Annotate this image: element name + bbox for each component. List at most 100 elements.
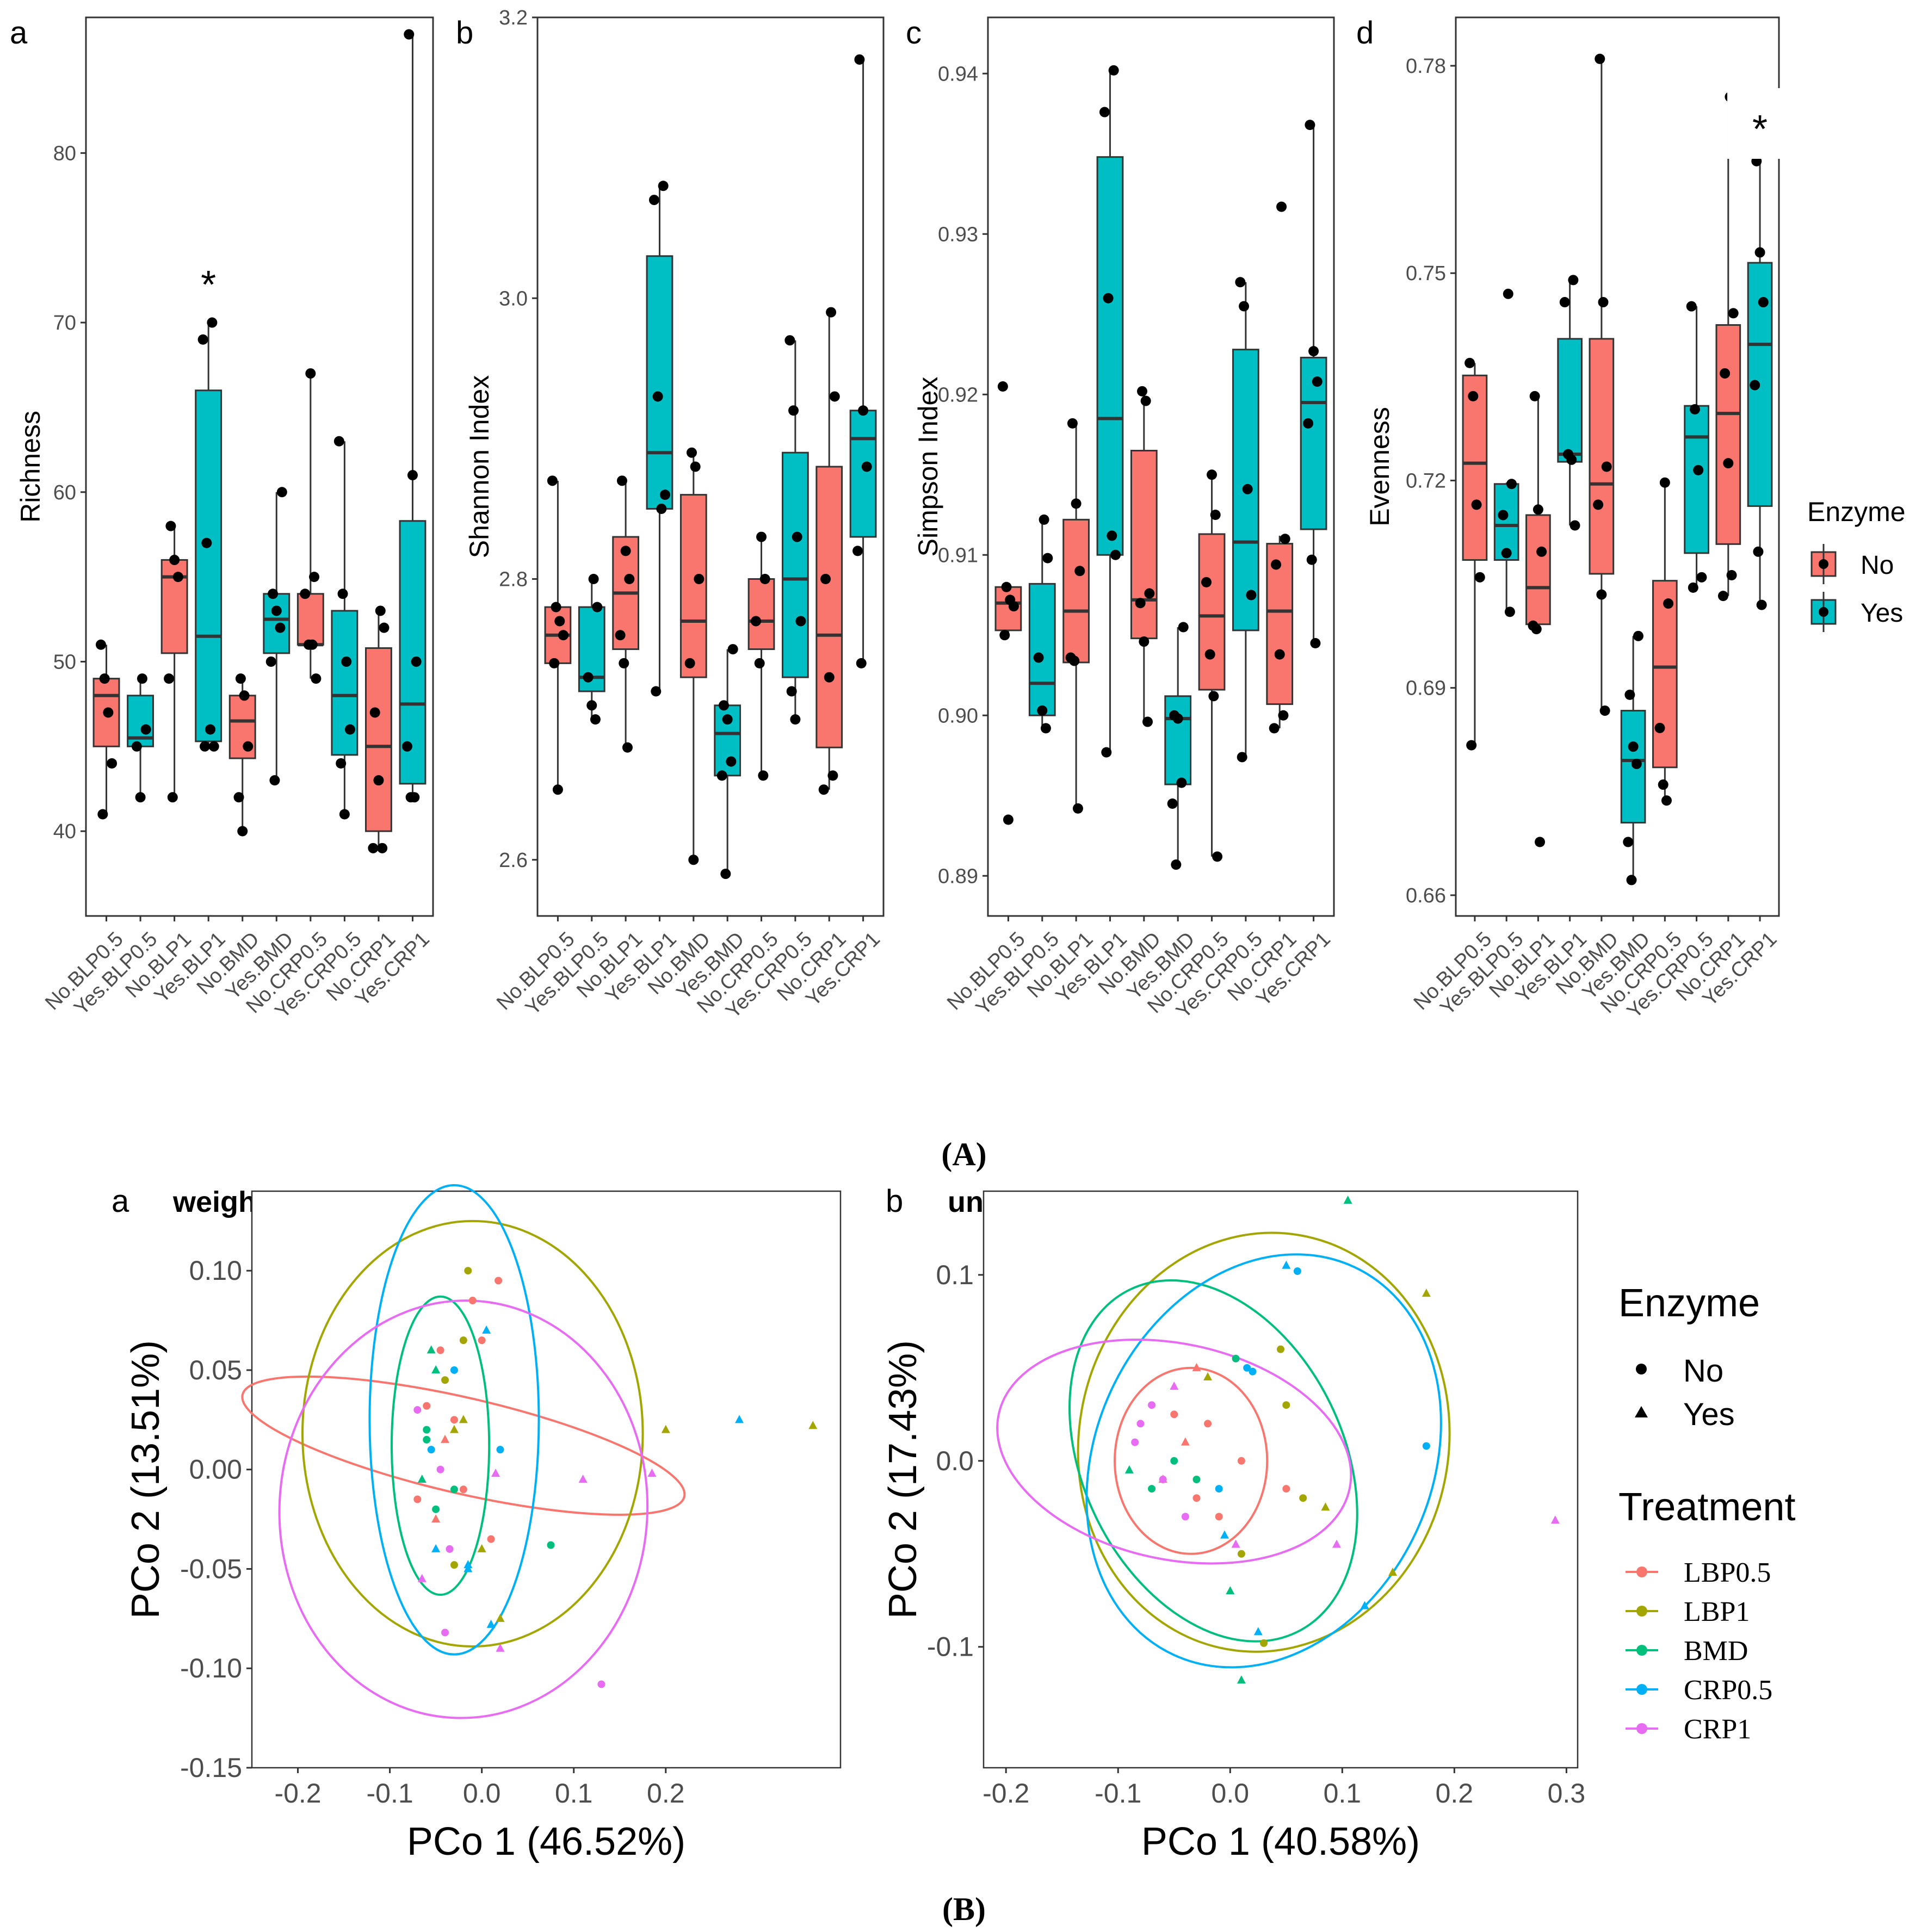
data-point	[1072, 803, 1083, 814]
sample-point-yes	[1332, 1539, 1342, 1548]
data-point	[620, 546, 631, 556]
confidence-ellipse	[1085, 1253, 1442, 1669]
data-point	[1693, 465, 1704, 475]
data-point	[269, 775, 280, 786]
data-point	[1654, 722, 1665, 733]
data-point	[135, 792, 146, 803]
data-point	[651, 686, 662, 697]
data-point	[1067, 418, 1078, 429]
data-point	[1498, 510, 1509, 521]
data-point	[592, 602, 603, 612]
data-point	[756, 531, 767, 542]
box	[1164, 695, 1192, 785]
sample-point-no	[1237, 1550, 1245, 1558]
data-point	[1595, 53, 1605, 64]
box	[296, 593, 324, 646]
data-point	[829, 391, 840, 402]
data-point	[616, 475, 627, 486]
data-point	[619, 658, 629, 668]
sample-point-no	[464, 1267, 472, 1275]
sample-point-yes	[482, 1325, 491, 1334]
data-point	[1207, 469, 1218, 480]
legend-b-yes-label: Yes	[1683, 1397, 1735, 1432]
sample-point-yes	[459, 1415, 468, 1423]
data-point	[404, 29, 415, 40]
data-point	[1071, 498, 1082, 509]
data-point	[275, 622, 286, 633]
data-point	[858, 405, 869, 416]
treatment-label: LBP1	[1684, 1596, 1750, 1627]
data-point	[339, 809, 350, 820]
data-point	[1110, 549, 1121, 560]
sample-point-no	[450, 1561, 458, 1569]
data-point	[1659, 477, 1670, 488]
sample-point-no	[1260, 1639, 1268, 1647]
data-point	[1237, 752, 1247, 763]
data-point	[1167, 798, 1178, 809]
sample-point-no	[423, 1426, 431, 1434]
data-point	[300, 589, 311, 599]
sample-point-no	[1204, 1420, 1212, 1428]
data-point	[1756, 599, 1767, 610]
box	[1028, 583, 1056, 716]
data-point	[208, 741, 219, 752]
box	[747, 578, 775, 651]
box	[1198, 533, 1226, 691]
y-tick-label: 0.69	[1406, 677, 1446, 700]
data-point	[265, 656, 276, 667]
data-point	[1568, 275, 1579, 286]
y-tick-label: -0.10	[180, 1653, 242, 1683]
data-point	[1037, 705, 1048, 716]
data-point	[307, 639, 318, 650]
box	[1096, 156, 1124, 556]
data-point	[344, 724, 355, 735]
evenness-panel: d 0.660.690.720.750.78EvennessNo.BLP0.5Y…	[1356, 15, 1804, 1023]
sample-point-yes	[1203, 1372, 1213, 1380]
data-point	[1274, 649, 1285, 660]
data-point	[368, 843, 379, 853]
data-point	[172, 572, 183, 583]
data-point	[1663, 598, 1674, 609]
data-point	[1503, 288, 1513, 299]
box	[782, 451, 809, 678]
sample-point-yes	[1181, 1437, 1190, 1446]
sample-point-no	[450, 1416, 458, 1424]
data-point	[237, 826, 248, 837]
sample-point-yes	[1422, 1289, 1431, 1297]
data-point	[1280, 534, 1290, 544]
sample-point-yes	[1192, 1363, 1201, 1371]
data-point	[164, 673, 175, 684]
panel-letter-a2: a	[112, 1184, 129, 1219]
data-point	[1723, 458, 1734, 469]
y-tick-label: 0.90	[938, 704, 978, 727]
data-point	[1624, 689, 1635, 700]
data-point	[656, 503, 667, 514]
data-point	[552, 784, 563, 795]
sample-point-no	[427, 1446, 435, 1454]
data-point	[336, 758, 347, 769]
data-point	[1623, 837, 1634, 847]
y-axis-label: Richness	[15, 411, 46, 523]
confidence-ellipse	[1068, 1279, 1358, 1643]
data-point	[1531, 624, 1542, 635]
sample-point-no	[436, 1346, 444, 1354]
x-tick-label: 0.0	[1212, 1778, 1250, 1809]
data-point	[586, 700, 597, 711]
sample-point-no	[1237, 1457, 1245, 1465]
unweighted-pcoa-panel: b unweighted -0.10.00.1-0.2-0.10.00.10.2…	[881, 1184, 1585, 1863]
sample-point-yes	[1231, 1539, 1240, 1548]
data-point	[409, 792, 420, 803]
sample-point-no	[1282, 1401, 1290, 1409]
sample-point-no	[495, 1277, 503, 1285]
treatment-key-dot	[1636, 1723, 1647, 1734]
data-point	[341, 656, 352, 667]
sample-point-yes	[1550, 1515, 1560, 1524]
sample-point-yes	[1253, 1627, 1263, 1636]
data-point	[1696, 572, 1707, 583]
box	[1652, 580, 1678, 769]
y-tick-label: 0.05	[189, 1355, 242, 1385]
sample-point-no	[1136, 1420, 1145, 1428]
data-point	[239, 690, 250, 701]
data-point	[268, 589, 279, 599]
data-point	[861, 461, 872, 472]
